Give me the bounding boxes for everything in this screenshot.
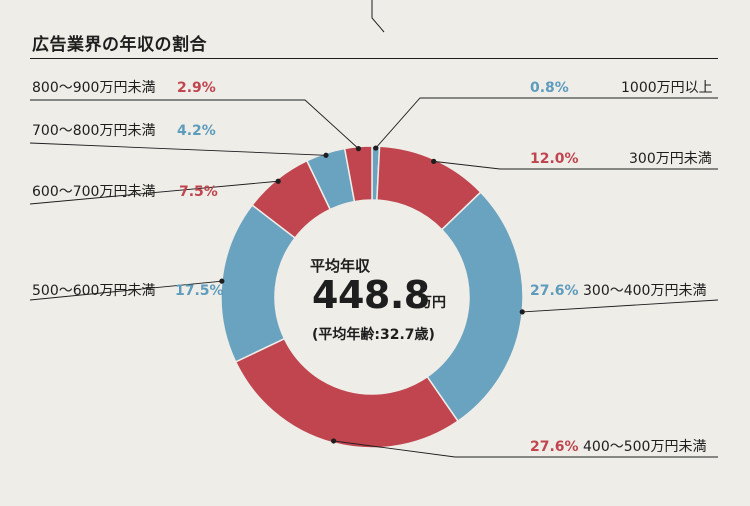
slice-label-0: 1000万円以上 [621,80,713,96]
center-label: 平均年収 [310,257,371,275]
leader-dot-3 [331,438,337,444]
slice-label-5: 600〜700万円未満 [32,184,156,200]
title-divider [30,58,718,59]
leader-dot-7 [355,146,362,152]
leader-line-4 [29,280,222,301]
leader-line-6 [29,142,327,156]
leader-line-3 [333,440,718,458]
slice-label-6: 700〜800万円未満 [32,123,156,139]
leader-dot-4 [219,278,225,284]
leader-dot-5 [275,178,281,184]
slice-label-7: 800〜900万円未満 [32,80,156,96]
center-value: 448.8 [312,273,430,317]
slice-label-2: 300〜400万円未満 [583,283,707,299]
slice-pct-4: 17.5% [175,283,224,299]
leader-dot-0 [373,145,379,151]
leader-line-2 [522,299,719,313]
chart-title: 広告業界の年収の割合 [32,35,207,55]
leader-dot-1 [431,158,437,164]
slice-pct-7: 2.9% [177,80,216,96]
slice-label-1: 300万円未満 [629,151,712,167]
leader-dot-2 [519,309,525,315]
slice-label-3: 400〜500万円未満 [583,439,707,455]
slice-pct-6: 4.2% [177,123,216,139]
leader-line-7 [30,99,359,149]
slice-pct-1: 12.0% [530,151,579,167]
slice-label-4: 500〜600万円未満 [32,283,156,299]
donut-slice-7 [343,145,373,203]
leader-line-5 [29,180,279,205]
slice-pct-5: 7.5% [179,184,218,200]
leader-dot-6 [323,152,329,158]
slice-pct-2: 27.6% [530,283,579,299]
leader-line-0 [375,97,718,149]
center-subtext: (平均年齢:32.7歳) [312,327,435,343]
top-decoration-line [371,0,385,33]
center-unit: 万円 [418,295,446,311]
slice-pct-3: 27.6% [530,439,579,455]
donut-slice-2 [426,191,524,423]
slice-pct-0: 0.8% [530,80,569,96]
donut-slice-3 [234,337,460,449]
leader-line-1 [433,160,718,170]
